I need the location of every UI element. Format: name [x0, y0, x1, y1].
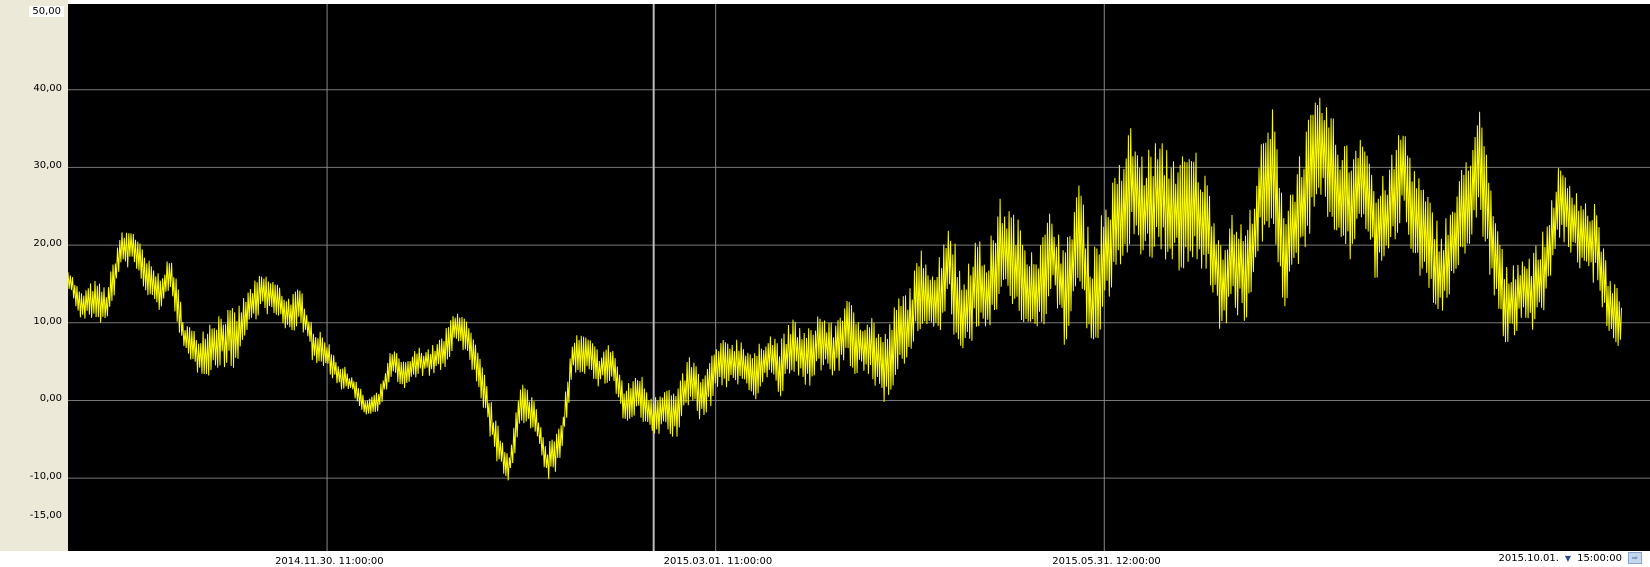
y-tick-label: -10,00: [29, 471, 62, 483]
scroll-right-icon[interactable]: ⇨: [1628, 552, 1642, 564]
y-tick-label: 10,00: [33, 315, 62, 327]
x-tick-label: 2015.05.31. 12:00:00: [1052, 556, 1161, 567]
y-tick-label: -15,00: [29, 510, 62, 521]
y-tick-label: 20,00: [33, 238, 62, 250]
y-tick-label: 0,00: [39, 393, 62, 405]
line-chart[interactable]: [68, 4, 1650, 551]
x-axis-bar: 2014.11.30. 11:00:00 2015.03.01. 11:00:00…: [0, 551, 1650, 567]
x-tick-label: 2014.11.30. 11:00:00: [275, 556, 384, 567]
series-line: [68, 97, 1622, 481]
plot-area[interactable]: [68, 4, 1650, 551]
y-axis-panel: 50,00 40,00 30,00 20,00 10,00 0,00 -10,00 -15,0…: [0, 0, 68, 551]
cursor-readout[interactable]: 2015.10.01. ▼ 15:00:00 ⇨: [1496, 552, 1642, 564]
x-tick-label: 2015.03.01. 11:00:00: [663, 556, 773, 567]
y-tick-label: 30,00: [33, 160, 62, 172]
cursor-time[interactable]: 15:00:00: [1575, 552, 1624, 564]
y-tick-label: 50,00: [29, 6, 64, 17]
y-tick-label: 40,00: [33, 82, 62, 94]
chevron-down-icon[interactable]: ▼: [1564, 553, 1572, 563]
cursor-date: 2015.10.01.: [1498, 552, 1559, 564]
